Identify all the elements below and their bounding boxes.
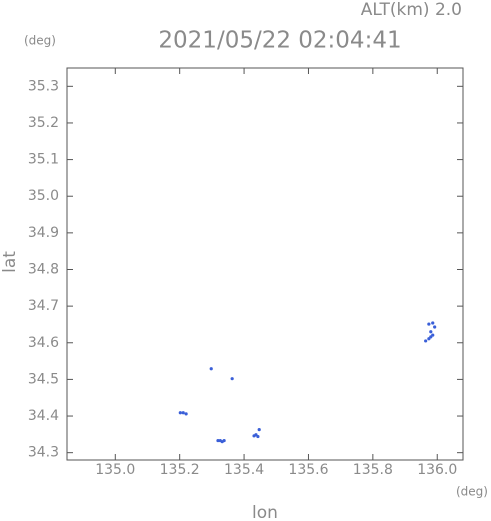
point [178, 411, 182, 415]
y-tick-label: 34.4 [28, 408, 59, 424]
point [429, 330, 433, 334]
x-tick-label: 135.8 [353, 462, 393, 478]
point [257, 427, 261, 432]
point [181, 411, 185, 415]
point [424, 339, 428, 343]
y-tick-label: 35.3 [28, 78, 59, 94]
altitude-label: ALT(km) 2.0 [361, 0, 462, 20]
x-unit: (deg) [456, 485, 488, 499]
y-axis-title: lat [0, 251, 20, 273]
y-tick-label: 34.7 [28, 298, 59, 314]
y-tick-label: 34.6 [28, 335, 59, 351]
point [433, 325, 437, 329]
point [216, 438, 220, 443]
y-tick-label: 35.2 [28, 115, 59, 131]
point [431, 321, 435, 325]
y-tick-label: 34.9 [28, 225, 59, 241]
y-tick-label: 35.0 [28, 188, 59, 204]
x-tick-label: 135.4 [224, 462, 264, 478]
point [429, 335, 433, 339]
point [184, 412, 188, 416]
point [209, 367, 213, 371]
x-tick-label: 135.2 [160, 462, 200, 478]
point [230, 377, 234, 381]
point [427, 322, 431, 326]
point [256, 434, 260, 439]
x-tick-label: 135.0 [95, 462, 135, 478]
x-axis-title: lon [252, 503, 278, 521]
y-tick-label: 35.1 [28, 152, 59, 168]
y-tick-label: 34.5 [28, 371, 59, 387]
plot-frame [66, 67, 464, 461]
y-tick-label: 34.3 [28, 445, 59, 461]
x-tick-label: 136.0 [417, 462, 457, 478]
x-tick-label: 135.6 [288, 462, 328, 478]
chart-title: 2021/05/22 02:04:41 [158, 28, 401, 54]
y-tick-label: 34.8 [28, 261, 59, 277]
y-unit: (deg) [24, 34, 56, 48]
point [222, 438, 226, 443]
